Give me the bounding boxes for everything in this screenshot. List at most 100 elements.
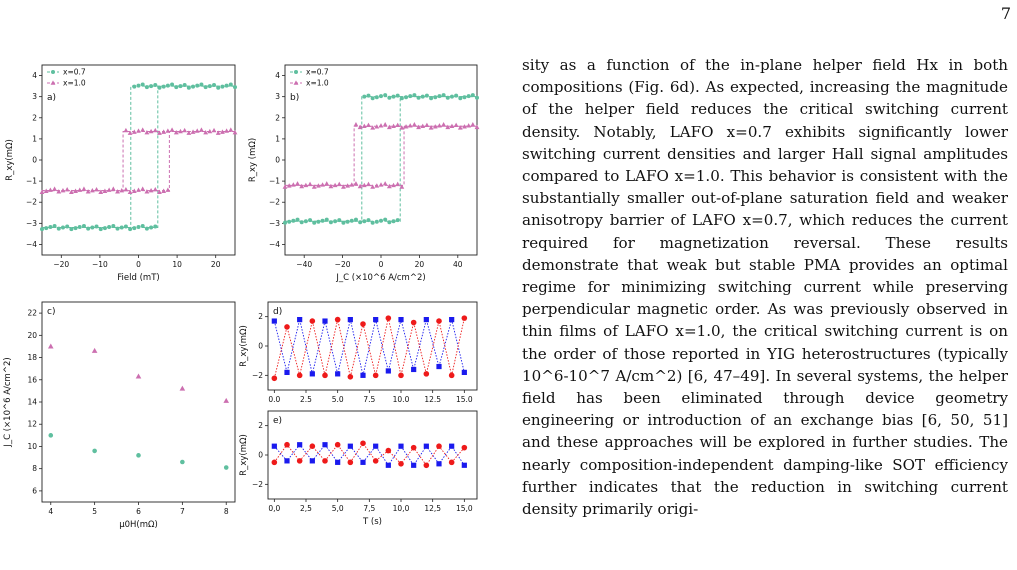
data-point <box>433 95 438 100</box>
data-point <box>207 84 212 89</box>
data-point <box>474 124 480 130</box>
data-point <box>52 223 57 228</box>
loop-branch-up <box>42 131 235 192</box>
data-point <box>404 95 409 100</box>
data-point <box>372 458 379 464</box>
data-point <box>307 181 313 187</box>
data-point <box>180 459 185 465</box>
data-point <box>309 443 316 450</box>
data-point <box>470 93 475 98</box>
data-point <box>199 82 204 87</box>
data-point <box>212 83 217 88</box>
y-tick-label: −3 <box>269 219 280 228</box>
data-point <box>81 223 86 228</box>
data-point <box>383 217 388 222</box>
data-point <box>311 184 317 189</box>
y-axis-label: R_xy(mΩ) <box>239 434 249 476</box>
data-point <box>386 183 392 189</box>
data-point <box>436 363 442 370</box>
legend <box>290 70 302 85</box>
x-tick-label: 15.0 <box>456 395 473 404</box>
data-point <box>157 85 162 90</box>
data-point <box>299 183 305 189</box>
data-point <box>309 458 315 464</box>
data-point <box>341 184 346 189</box>
data-point <box>324 217 329 222</box>
data-point <box>132 84 137 89</box>
data-point <box>424 93 429 98</box>
y-tick-label: 14 <box>27 398 37 407</box>
x-tick-label: 2,5 <box>300 504 312 513</box>
data-point <box>398 461 404 467</box>
data-point <box>56 189 62 194</box>
data-point <box>374 124 380 129</box>
x-tick-label: −20 <box>335 260 351 269</box>
data-point <box>178 128 183 134</box>
data-point <box>123 224 128 229</box>
data-point <box>52 186 57 191</box>
legend-marker <box>51 70 55 74</box>
data-point <box>271 375 278 382</box>
data-point <box>398 317 404 323</box>
legend-marker <box>50 80 56 85</box>
y-tick-label: 1 <box>32 134 37 143</box>
data-point <box>357 124 363 130</box>
data-point <box>360 459 366 465</box>
data-point <box>223 397 230 403</box>
legend-label: x=1.0 <box>63 79 86 88</box>
legend-label: x=0.7 <box>306 68 329 77</box>
data-point <box>48 433 54 438</box>
data-point <box>420 123 426 129</box>
data-point <box>322 458 328 464</box>
data-point <box>140 186 146 191</box>
data-point <box>203 129 209 135</box>
data-point <box>347 443 353 449</box>
data-point <box>362 94 367 99</box>
data-point <box>60 225 65 230</box>
data-point <box>370 125 376 130</box>
data-point <box>179 385 186 391</box>
data-point <box>127 130 133 135</box>
data-point <box>48 225 53 230</box>
data-point <box>423 462 430 469</box>
data-point <box>462 95 467 100</box>
data-point <box>335 459 341 465</box>
data-point <box>320 182 325 187</box>
data-point <box>174 85 179 90</box>
data-point <box>43 188 49 193</box>
data-point <box>131 129 137 134</box>
data-point <box>335 371 341 377</box>
data-point <box>411 122 417 127</box>
x-tick-label: 12.5 <box>424 395 441 404</box>
data-point <box>186 85 191 90</box>
data-point <box>233 85 237 90</box>
data-point <box>461 315 468 321</box>
data-point <box>411 462 417 468</box>
data-point <box>144 226 149 231</box>
data-point <box>461 444 468 451</box>
data-point <box>398 443 404 449</box>
data-point <box>106 187 112 192</box>
data-point <box>366 181 371 187</box>
data-point <box>152 186 158 192</box>
data-point <box>437 94 442 99</box>
page-number: 7 <box>1000 4 1011 23</box>
y-tick-label: 1 <box>275 134 280 143</box>
data-point <box>207 128 213 134</box>
data-point <box>448 372 455 379</box>
paragraph: sity as a function of the in-plane helpe… <box>522 56 1008 519</box>
data-point <box>123 186 129 192</box>
x-tick-label: 5,0 <box>332 504 344 513</box>
data-point <box>111 223 116 228</box>
data-point <box>361 182 367 188</box>
y-tick-label: −2 <box>252 371 263 380</box>
data-point <box>94 186 99 192</box>
data-point <box>333 219 338 224</box>
data-point <box>470 122 476 127</box>
y-tick-label: 2 <box>32 113 37 122</box>
data-point <box>161 84 166 89</box>
data-point <box>284 458 290 464</box>
data-point <box>228 127 234 132</box>
data-point <box>358 220 363 225</box>
